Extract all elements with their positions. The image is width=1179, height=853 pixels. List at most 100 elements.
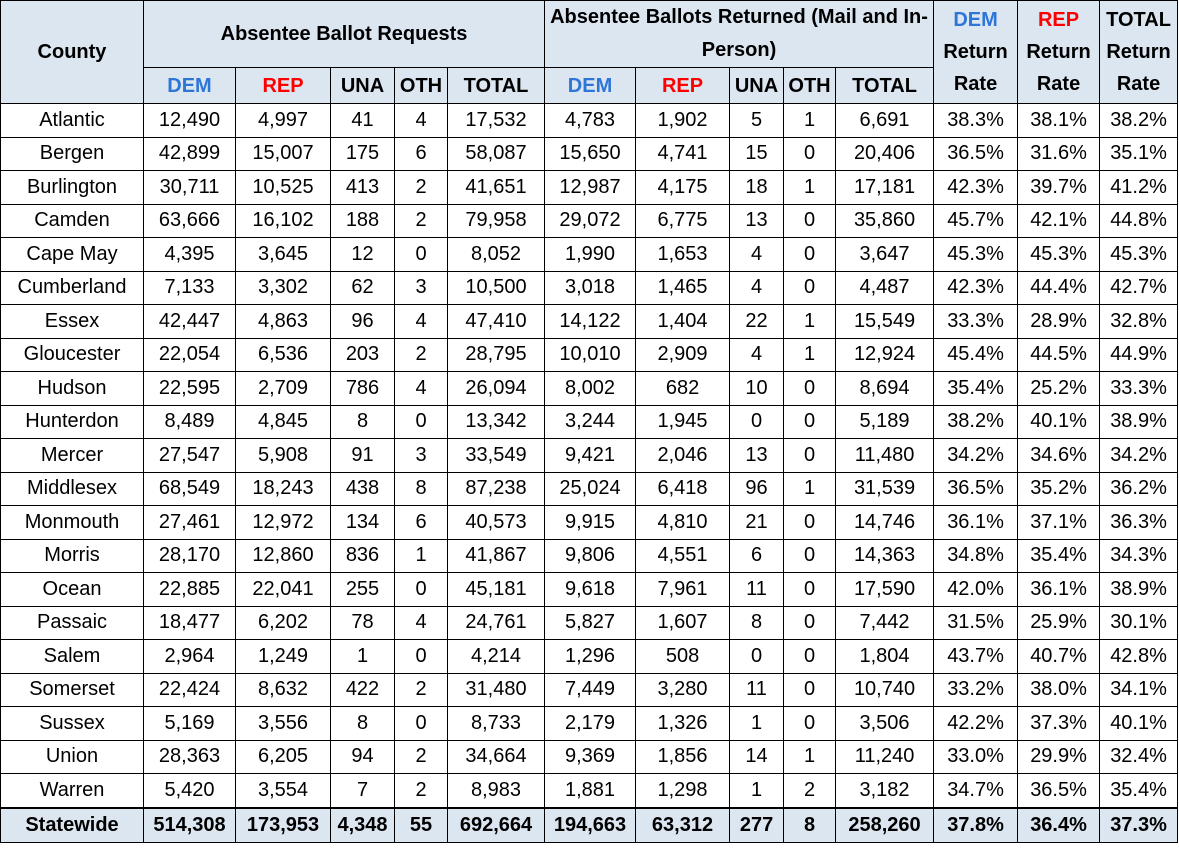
cell-req-dem: 27,547 xyxy=(143,438,236,473)
cell-ret-una: 0 xyxy=(729,404,785,439)
table-row: Monmouth 27,461 12,972 134 6 40,573 9,915 4,810… xyxy=(0,505,1179,540)
cell-ret-rep: 4,175 xyxy=(635,170,731,205)
cell-ret-rep: 6,775 xyxy=(635,203,731,238)
header-total-return-rate: TOTAL Return Rate xyxy=(1099,0,1179,104)
cell-req-oth: 2 xyxy=(394,773,448,808)
cell-req-total: 33,549 xyxy=(446,438,546,473)
cell-req-dem: 22,054 xyxy=(143,337,236,372)
cell-rep-rate: 31.6% xyxy=(1017,136,1101,171)
cell-ret-una: 1 xyxy=(729,706,785,741)
cell-req-oth: 4 xyxy=(394,605,448,640)
cell-rep-rate: 38.0% xyxy=(1017,672,1101,707)
table-row: Cape May 4,395 3,645 12 0 8,052 1,990 1,653 4 0 3,… xyxy=(0,237,1179,272)
cell-req-rep: 12,860 xyxy=(235,538,331,573)
cell-ret-rep: 1,326 xyxy=(635,706,731,741)
cell-ret-dem: 1,881 xyxy=(544,773,637,808)
cell-req-rep: 3,556 xyxy=(235,706,331,741)
cell-req-total: 13,342 xyxy=(446,404,546,439)
cell-dem-rate: 33.2% xyxy=(933,672,1019,707)
cell-dem-rate: 42.3% xyxy=(933,270,1019,305)
cell-dem-rate: 34.8% xyxy=(933,538,1019,573)
cell-req-rep: 4,997 xyxy=(235,103,331,138)
table-row: Hudson 22,595 2,709 786 4 26,094 8,002 682 10 0 8,… xyxy=(0,371,1179,406)
cell-ret-total: 11,480 xyxy=(835,438,935,473)
header-requests-una: UNA xyxy=(330,67,395,104)
cell-ret-una: 0 xyxy=(729,639,785,674)
cell-ret-dem: 10,010 xyxy=(544,337,637,372)
cell-ret-total: 35,860 xyxy=(835,203,935,238)
cell-ret-rep: 1,404 xyxy=(635,304,731,339)
cell-total-rate: 30.1% xyxy=(1099,605,1179,640)
cell-req-total: 79,958 xyxy=(446,203,546,238)
cell-req-oth: 3 xyxy=(394,270,448,305)
cell-county: Bergen xyxy=(0,136,144,171)
cell-county: Hunterdon xyxy=(0,404,144,439)
cell-req-rep: 5,908 xyxy=(235,438,331,473)
cell-total-rate: 38.9% xyxy=(1099,572,1179,607)
cell-req-rep: 12,972 xyxy=(235,505,331,540)
cell-ret-total: 12,924 xyxy=(835,337,935,372)
cell-total-rate: 33.3% xyxy=(1099,371,1179,406)
cell-req-rep: 15,007 xyxy=(235,136,331,171)
table-row: Atlantic 12,490 4,997 41 4 17,532 4,783 1,902 5 1… xyxy=(0,103,1179,138)
cell-county: Sussex xyxy=(0,706,144,741)
cell-dem-rate: 38.3% xyxy=(933,103,1019,138)
cell-dem-rate: 42.0% xyxy=(933,572,1019,607)
cell-req-una: 422 xyxy=(330,672,395,707)
cell-ret-oth: 8 xyxy=(783,806,837,843)
cell-dem-rate: 43.7% xyxy=(933,639,1019,674)
cell-req-oth: 2 xyxy=(394,337,448,372)
cell-ret-total: 3,647 xyxy=(835,237,935,272)
cell-dem-rate: 38.2% xyxy=(933,404,1019,439)
cell-req-dem: 8,489 xyxy=(143,404,236,439)
cell-ret-total: 1,804 xyxy=(835,639,935,674)
cell-ret-total: 3,506 xyxy=(835,706,935,741)
cell-ret-oth: 0 xyxy=(783,572,837,607)
cell-rep-rate: 44.5% xyxy=(1017,337,1101,372)
cell-req-una: 8 xyxy=(330,706,395,741)
cell-ret-dem: 29,072 xyxy=(544,203,637,238)
cell-req-rep: 2,709 xyxy=(235,371,331,406)
cell-req-total: 24,761 xyxy=(446,605,546,640)
cell-dem-rate: 36.5% xyxy=(933,136,1019,171)
cell-req-rep: 6,202 xyxy=(235,605,331,640)
cell-county: Mercer xyxy=(0,438,144,473)
cell-req-oth: 0 xyxy=(394,706,448,741)
cell-ret-una: 5 xyxy=(729,103,785,138)
cell-req-dem: 22,885 xyxy=(143,572,236,607)
cell-req-dem: 42,899 xyxy=(143,136,236,171)
cell-req-rep: 173,953 xyxy=(235,806,331,843)
cell-ret-una: 13 xyxy=(729,438,785,473)
cell-req-total: 10,500 xyxy=(446,270,546,305)
cell-req-oth: 6 xyxy=(394,505,448,540)
cell-ret-dem: 14,122 xyxy=(544,304,637,339)
cell-req-oth: 1 xyxy=(394,538,448,573)
cell-req-total: 58,087 xyxy=(446,136,546,171)
cell-total-rate: 36.3% xyxy=(1099,505,1179,540)
cell-ret-rep: 4,551 xyxy=(635,538,731,573)
cell-req-una: 91 xyxy=(330,438,395,473)
cell-total-rate: 42.8% xyxy=(1099,639,1179,674)
cell-rep-rate: 42.1% xyxy=(1017,203,1101,238)
table-row: Middlesex 68,549 18,243 438 8 87,238 25,024 6,4… xyxy=(0,471,1179,506)
cell-req-total: 8,983 xyxy=(446,773,546,808)
cell-ret-dem: 9,915 xyxy=(544,505,637,540)
cell-ret-oth: 0 xyxy=(783,438,837,473)
cell-ret-oth: 0 xyxy=(783,672,837,707)
cell-ret-oth: 1 xyxy=(783,304,837,339)
cell-req-dem: 12,490 xyxy=(143,103,236,138)
cell-dem-rate: 42.2% xyxy=(933,706,1019,741)
cell-dem-rate: 33.0% xyxy=(933,739,1019,774)
cell-req-una: 134 xyxy=(330,505,395,540)
cell-dem-rate: 34.2% xyxy=(933,438,1019,473)
cell-req-total: 87,238 xyxy=(446,471,546,506)
cell-total-rate: 45.3% xyxy=(1099,237,1179,272)
cell-county: Salem xyxy=(0,639,144,674)
header-requests-total: TOTAL xyxy=(446,67,546,104)
cell-ret-dem: 7,449 xyxy=(544,672,637,707)
cell-ret-rep: 2,909 xyxy=(635,337,731,372)
cell-ret-rep: 6,418 xyxy=(635,471,731,506)
table-row: Camden 63,666 16,102 188 2 79,958 29,072 6,775 1… xyxy=(0,203,1179,238)
table-row: Burlington 30,711 10,525 413 2 41,651 12,987 4,… xyxy=(0,170,1179,205)
